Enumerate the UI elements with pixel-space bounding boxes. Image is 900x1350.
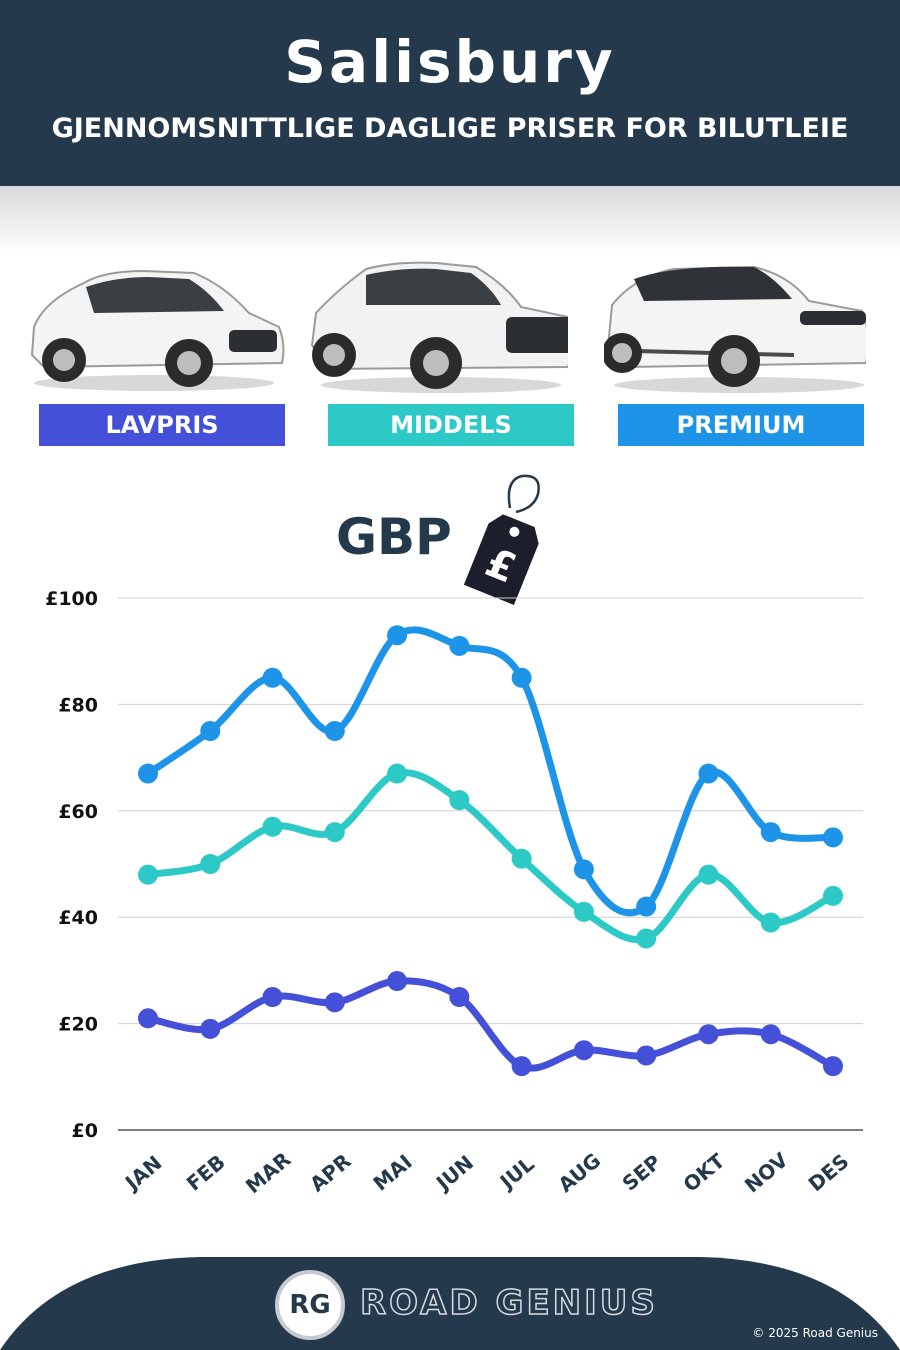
- x-tick-label: JAN: [119, 1151, 166, 1196]
- data-point-middels: [262, 816, 283, 837]
- hatchback-car-icon: [24, 255, 286, 395]
- category-middels-badge: MIDDELS: [328, 404, 574, 446]
- data-point-lavpris: [200, 1018, 221, 1039]
- series-line-middels: [144, 769, 837, 944]
- data-point-lavpris: [636, 1045, 657, 1066]
- data-point-lavpris: [138, 1008, 158, 1029]
- series-line-lavpris: [144, 977, 837, 1072]
- data-point-middels: [387, 763, 408, 784]
- x-tick-label: FEB: [182, 1150, 230, 1196]
- y-tick-label: £60: [58, 801, 98, 823]
- data-point-premium: [324, 721, 345, 741]
- data-point-premium: [138, 763, 158, 784]
- x-tick-label: APR: [305, 1149, 355, 1197]
- x-tick-label: JUL: [494, 1152, 539, 1195]
- x-tick-label: DES: [804, 1149, 854, 1196]
- copyright-text: © 2025 Road Genius: [752, 1326, 878, 1340]
- x-tick-label: MAR: [241, 1147, 295, 1198]
- y-tick-label: £80: [58, 694, 98, 716]
- x-tick-label: SEP: [618, 1150, 666, 1196]
- data-point-middels: [138, 864, 158, 885]
- data-point-middels: [573, 901, 594, 922]
- data-point-lavpris: [823, 1056, 843, 1077]
- data-point-lavpris: [449, 987, 470, 1007]
- header-banner: Salisbury GJENNOMSNITTLIGE DAGLIGE PRISE…: [0, 0, 900, 186]
- data-point-lavpris: [698, 1024, 719, 1045]
- data-point-middels: [200, 854, 221, 874]
- series-line-premium: [144, 626, 837, 917]
- data-point-premium: [636, 896, 657, 917]
- data-point-premium: [200, 721, 221, 741]
- footer-banner: [0, 1255, 900, 1350]
- y-tick-label: £100: [45, 588, 98, 610]
- data-point-middels: [823, 885, 843, 906]
- data-point-middels: [449, 790, 470, 811]
- data-point-middels: [636, 928, 657, 949]
- data-point-premium: [262, 667, 283, 688]
- data-point-lavpris: [387, 971, 408, 992]
- road-genius-logo: RG: [275, 1270, 345, 1340]
- category-premium-badge: PREMIUM: [618, 404, 864, 446]
- y-tick-label: £20: [58, 1014, 98, 1036]
- data-point-premium: [823, 827, 843, 848]
- data-point-lavpris: [760, 1024, 781, 1045]
- brand-name: ROAD GENIUS: [359, 1282, 658, 1324]
- x-tick-label: AUG: [553, 1148, 605, 1197]
- data-point-middels: [760, 912, 781, 933]
- page-title: Salisbury: [284, 28, 616, 96]
- price-tag-icon: £: [450, 470, 560, 610]
- category-lavpris-badge: LAVPRIS: [39, 404, 285, 446]
- data-point-premium: [449, 635, 470, 656]
- data-point-middels: [324, 822, 345, 843]
- suv-car-icon: [306, 255, 576, 395]
- page-subtitle: GJENNOMSNITTLIGE DAGLIGE PRISER FOR BILU…: [51, 113, 849, 144]
- x-tick-label: OKT: [679, 1148, 730, 1196]
- data-point-middels: [698, 864, 719, 885]
- data-point-middels: [511, 848, 532, 869]
- data-point-lavpris: [573, 1040, 594, 1061]
- x-tick-label: MAI: [368, 1150, 416, 1196]
- data-point-premium: [511, 667, 532, 688]
- data-point-premium: [760, 822, 781, 843]
- currency-label: GBP: [336, 508, 452, 566]
- x-tick-label: NOV: [740, 1147, 793, 1197]
- luxury-suv-car-icon: [602, 255, 870, 395]
- x-tick-label: JUN: [430, 1150, 478, 1196]
- y-tick-label: £0: [72, 1120, 98, 1142]
- y-tick-label: £40: [58, 907, 98, 929]
- data-point-lavpris: [324, 992, 345, 1013]
- data-point-lavpris: [262, 987, 283, 1007]
- data-point-premium: [387, 625, 408, 646]
- data-point-lavpris: [511, 1056, 532, 1077]
- price-line-chart: £0 £20 £40 £60 £80 £100 JAN FEB MAR APR MAI JUN JUL A…: [45, 588, 863, 1198]
- data-point-premium: [573, 859, 594, 880]
- header-shadow: [0, 186, 900, 256]
- data-point-premium: [698, 763, 719, 784]
